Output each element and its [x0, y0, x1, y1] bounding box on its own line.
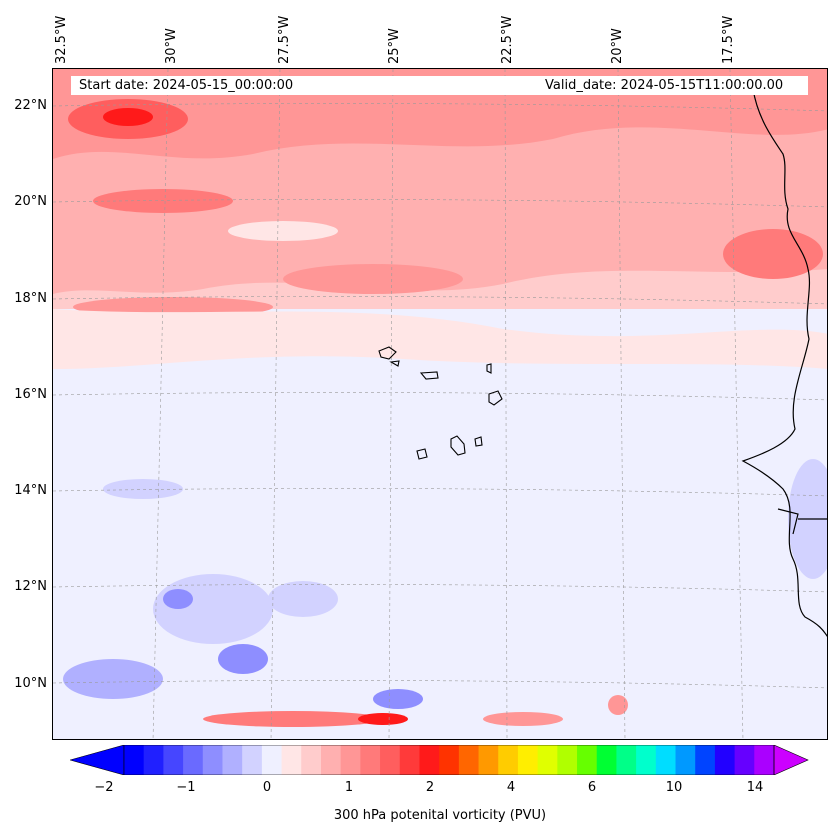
colorbar-tick-neg2: −2 [94, 780, 114, 795]
colorbar-segment [636, 745, 657, 775]
colorbar-segment [202, 745, 223, 775]
colorbar-segment [261, 745, 283, 775]
colorbar-segment [478, 745, 499, 775]
pv-max-2 [93, 189, 233, 213]
pv-south-strip-3 [608, 695, 628, 715]
pv-transition [53, 309, 827, 369]
colorbar-segment [320, 745, 342, 775]
colorbar-segment [380, 745, 401, 775]
colorbar-tick-10: 10 [665, 780, 683, 795]
pv-min-1 [228, 221, 338, 241]
lon-label-17-5w: 17.5°W [721, 15, 736, 64]
colorbar-segment [439, 745, 460, 775]
start-date-label: Start date: 2024-05-15_00:00:00 [79, 78, 294, 93]
lat-label-10n: 10°N [14, 676, 47, 691]
colorbar-tick-14: 14 [746, 780, 764, 795]
colorbar-segment [734, 745, 755, 775]
colorbar-segments [124, 745, 775, 775]
colorbar-tick-6: 6 [587, 780, 597, 795]
lon-label-22-5w: 22.5°W [500, 15, 515, 64]
graticule [53, 69, 827, 739]
colorbar-segment [596, 745, 617, 775]
colorbar-segment [399, 745, 420, 775]
pv-band-5 [723, 229, 823, 279]
colorbar-segment [183, 745, 204, 775]
pv-max-1-core [103, 108, 153, 126]
lat-label-12n: 12°N [14, 579, 47, 594]
lon-label-30w: 30°W [164, 28, 179, 64]
colorbar-segment [754, 745, 775, 775]
colorbar-tick-neg1: −1 [176, 780, 196, 795]
colorbar-segment [222, 745, 243, 775]
colorbar-segment [675, 745, 696, 775]
pv-south-strip-core [358, 713, 408, 725]
pv-neg-3 [218, 644, 268, 674]
colorbar-segment [557, 745, 578, 775]
colorbar-segment [655, 745, 677, 775]
colorbar-title: 300 hPa potenital vorticity (PVU) [333, 808, 547, 823]
colorbar-segment [695, 745, 716, 775]
lat-label-18n: 18°N [14, 291, 47, 306]
colorbar-segment [577, 745, 598, 775]
lon-label-27-5w: 27.5°W [277, 15, 292, 64]
map-panel[interactable] [52, 68, 828, 740]
pv-neg-2 [63, 659, 163, 699]
colorbar-segment [340, 745, 361, 775]
pv-neg-1 [153, 574, 273, 644]
lat-label-14n: 14°N [14, 483, 47, 498]
pv-south-strip-2 [483, 712, 563, 726]
lat-label-16n: 16°N [14, 387, 47, 402]
colorbar-tick-2: 2 [425, 780, 435, 795]
lon-label-32-5w: 32.5°W [54, 15, 69, 64]
lon-label-20w: 20°W [610, 28, 625, 64]
colorbar-segment [517, 745, 539, 775]
colorbar-segment [163, 745, 184, 775]
lat-label-20n: 20°N [14, 194, 47, 209]
pv-neg-7 [103, 479, 183, 499]
map-field [53, 69, 827, 739]
colorbar-segment [301, 745, 322, 775]
colorbar-segment [616, 745, 637, 775]
colorbar [70, 745, 809, 775]
colorbar-tick-4: 4 [506, 780, 516, 795]
colorbar-segment [242, 745, 263, 775]
pv-band-4 [283, 264, 463, 294]
islands [378, 346, 503, 460]
colorbar-segment [124, 745, 145, 775]
coastline [741, 88, 827, 637]
colorbar-tick-1: 1 [344, 780, 354, 795]
colorbar-segment [281, 745, 302, 775]
colorbar-segment [458, 745, 480, 775]
pv-neg-4 [268, 581, 338, 617]
colorbar-under-arrow [70, 745, 125, 775]
colorbar-segment [360, 745, 381, 775]
pv-neg-1-core [163, 589, 193, 609]
valid-date-label: Valid_date: 2024-05-15T11:00:00.00 [545, 78, 784, 93]
lon-label-25w: 25°W [387, 28, 402, 64]
pv-south-strip-1 [203, 711, 383, 727]
colorbar-segment [537, 745, 558, 775]
pv-neg-5 [373, 689, 423, 709]
colorbar-tick-0: 0 [262, 780, 272, 795]
colorbar-over-arrow [773, 745, 809, 775]
colorbar-segment [143, 745, 164, 775]
colorbar-segment [498, 745, 519, 775]
date-header-box [71, 76, 808, 95]
colorbar-outline [123, 745, 775, 775]
colorbar-segment [419, 745, 440, 775]
lat-label-22n: 22°N [14, 98, 47, 113]
colorbar-segment [714, 745, 736, 775]
